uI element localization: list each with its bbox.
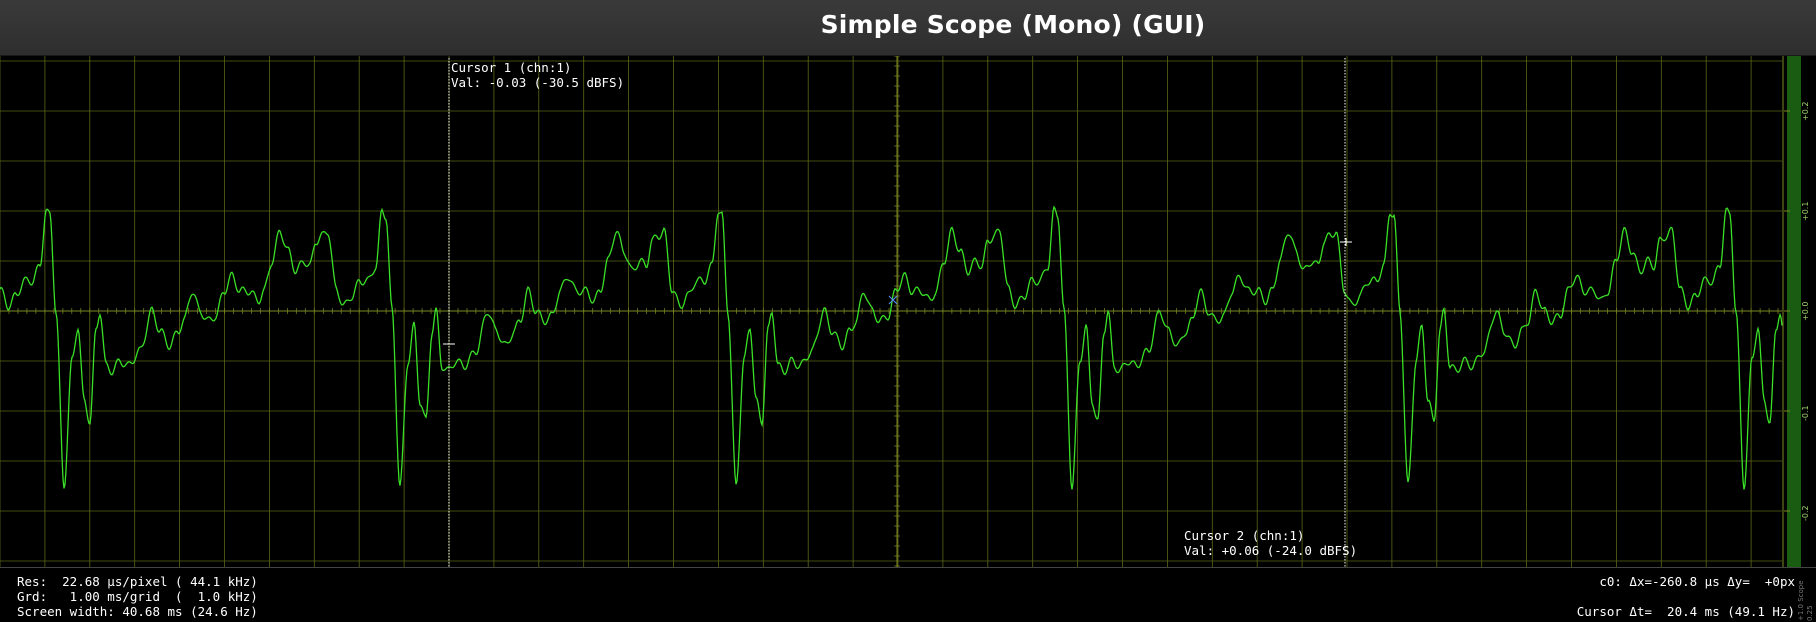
level-meter [1782, 56, 1801, 567]
y-axis-label: -0.1 [1801, 405, 1810, 421]
cursor-2-label: Cursor 2 (chn:1) [1184, 528, 1304, 543]
corner-label-bottom: 0.25 [1806, 605, 1814, 621]
status-cursor-dt: Cursor Δt= 20.4 ms (49.1 Hz) [1576, 604, 1795, 619]
waveform-trace [0, 205, 1783, 490]
status-delta: c0: Δx=-260.8 µs Δy= +0px [1599, 574, 1795, 589]
scope-display[interactable]: +0.2 +0.1 +0.0 -0.1 -0.2 Cursor 1 (chn:1) Va… [0, 56, 1816, 622]
status-resolution: Res: 22.68 µs/pixel ( 44.1 kHz) [17, 574, 258, 589]
y-axis-label: +0.1 [1801, 202, 1810, 221]
y-axis-label: -0.2 [1801, 505, 1810, 521]
y-axis: +0.2 +0.1 +0.0 -0.1 -0.2 [1784, 102, 1810, 521]
y-axis-label: +0.2 [1801, 102, 1810, 121]
level-meter-bar [1787, 56, 1801, 567]
corner-label-top: +1.0 Scope [1797, 580, 1805, 621]
center-crosshair-icon [888, 295, 898, 305]
title-bar[interactable]: Simple Scope (Mono) (GUI) [0, 0, 1816, 56]
y-axis-label: +0.0 [1801, 302, 1810, 321]
cursor-1-label: Cursor 1 (chn:1) [451, 60, 571, 75]
cursor-1-value: Val: -0.03 (-30.5 dBFS) [451, 75, 624, 90]
status-grid: Grd: 1.00 ms/grid ( 1.0 kHz) [17, 589, 258, 604]
status-screen-width: Screen width: 40.68 ms (24.6 Hz) [17, 604, 258, 619]
window-title: Simple Scope (Mono) (GUI) [820, 10, 1206, 39]
cursor-2-value: Val: +0.06 (-24.0 dBFS) [1184, 543, 1357, 558]
